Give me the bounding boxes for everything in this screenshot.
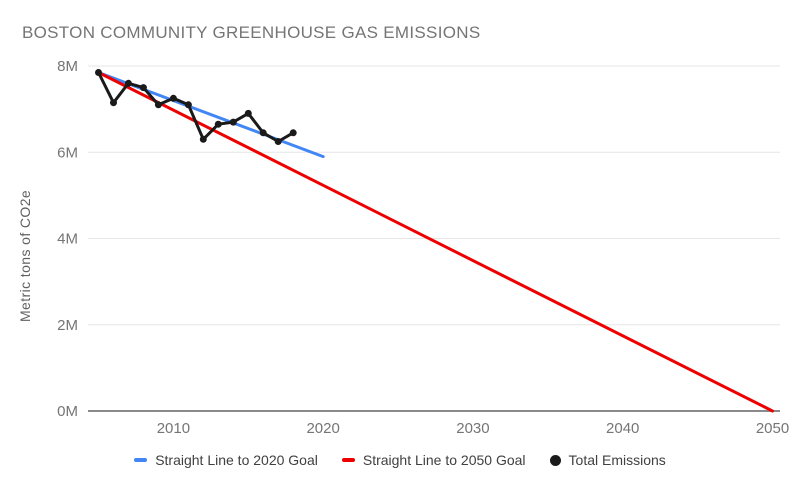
data-point-total-emissions (184, 101, 192, 109)
data-point-total-emissions (259, 129, 267, 137)
x-tick-label: 2010 (157, 420, 190, 437)
data-point-total-emissions (124, 79, 132, 87)
series-line-goal-2050 (97, 71, 774, 413)
legend-label: Total Emissions (568, 452, 666, 468)
data-point-total-emissions (229, 118, 237, 126)
x-tick-label: 2050 (756, 420, 789, 437)
legend-line-swatch-blue (134, 458, 148, 462)
chart-legend: Straight Line to 2020 Goal Straight Line… (0, 452, 800, 468)
data-point-total-emissions (214, 120, 222, 128)
x-tick-label: 2040 (606, 420, 639, 437)
data-point-total-emissions (169, 94, 177, 102)
y-axis-title: Metric tons of CO2e (17, 189, 33, 322)
data-point-total-emissions (274, 138, 282, 145)
data-point-total-emissions (95, 69, 102, 76)
data-point-total-emissions (199, 135, 207, 143)
y-tick-label: 8M (57, 58, 78, 75)
legend-line-swatch-red (341, 458, 355, 462)
legend-item-2050-goal: Straight Line to 2050 Goal (341, 452, 526, 468)
legend-item-total-emissions: Total Emissions (549, 452, 666, 468)
legend-point-swatch-black (549, 454, 561, 466)
x-tick-label: 2030 (456, 420, 489, 437)
data-point-total-emissions (139, 84, 147, 92)
legend-label: Straight Line to 2020 Goal (155, 452, 318, 468)
chart-title: BOSTON COMMUNITY GREENHOUSE GAS EMISSION… (22, 23, 481, 42)
data-point-total-emissions (289, 129, 297, 137)
y-tick-label: 4M (57, 231, 78, 248)
data-point-total-emissions (154, 101, 162, 109)
x-tick-label: 2020 (306, 420, 339, 437)
emissions-chart-plot: 0M 2M 4M 6M 8M 2010 2020 2030 2040 2050 (57, 58, 789, 437)
legend-item-2020-goal: Straight Line to 2020 Goal (134, 452, 318, 468)
legend-label: Straight Line to 2050 Goal (362, 452, 526, 468)
y-tick-label: 6M (57, 144, 78, 161)
y-tick-label: 2M (57, 317, 78, 334)
data-point-total-emissions (244, 109, 252, 117)
y-tick-label: 0M (57, 403, 78, 420)
data-point-total-emissions (110, 99, 117, 107)
